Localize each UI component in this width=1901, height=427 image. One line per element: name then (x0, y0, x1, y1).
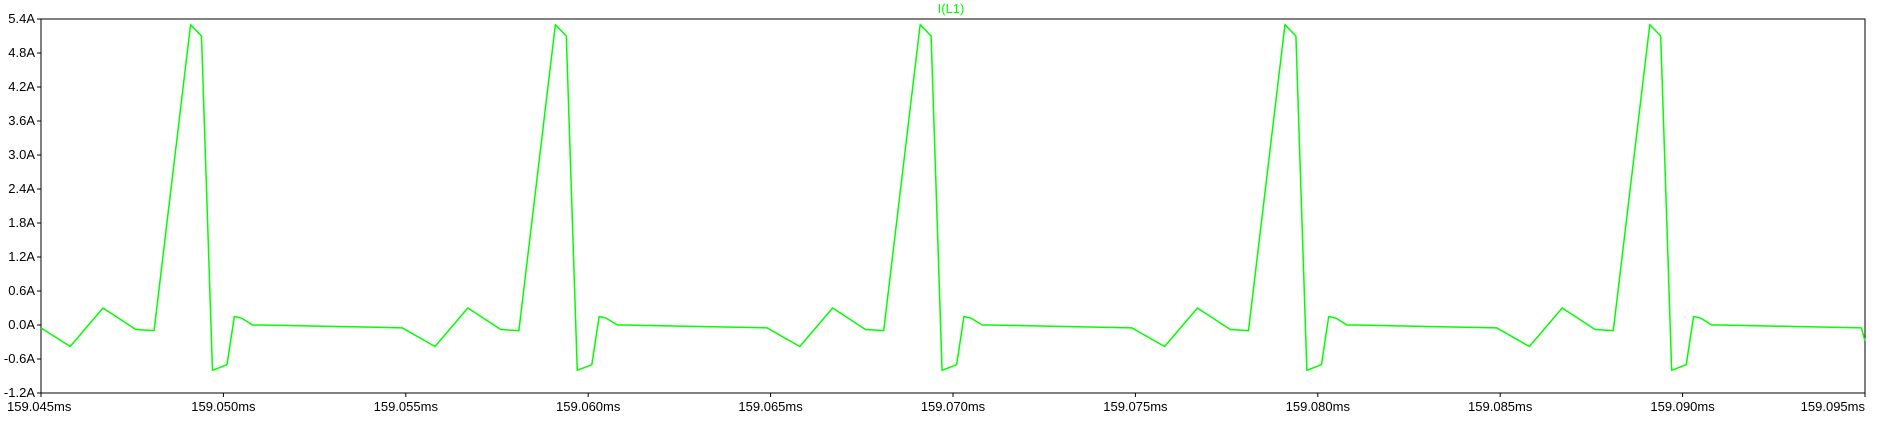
x-tick-label: 159.085ms (1468, 399, 1533, 414)
x-tick-label: 159.090ms (1650, 399, 1715, 414)
x-tick-label: 159.075ms (1103, 399, 1168, 414)
trace-title[interactable]: I(L1) (938, 1, 965, 16)
series-layer (40, 23, 1866, 372)
x-tick-label: 159.055ms (374, 399, 439, 414)
y-tick-label: 2.4A (8, 181, 35, 196)
x-tick-label: 159.045ms (7, 399, 72, 414)
y-tick-label: 4.8A (8, 45, 35, 60)
y-tick-label: 0.6A (8, 283, 35, 298)
y-tick-label: -1.2A (4, 385, 35, 400)
y-tick-label: 4.2A (8, 79, 35, 94)
x-tick-label: 159.095ms (1801, 399, 1866, 414)
x-tick-label: 159.065ms (738, 399, 803, 414)
x-tick-label: 159.080ms (1286, 399, 1351, 414)
y-tick-label: -0.6A (4, 351, 35, 366)
y-tick-label: 3.0A (8, 147, 35, 162)
y-tick-label: 0.0A (8, 317, 35, 332)
x-tick-label: 159.050ms (191, 399, 256, 414)
series-line-0 (40, 23, 1866, 372)
x-tick-label: 159.060ms (556, 399, 621, 414)
y-tick-label: 3.6A (8, 113, 35, 128)
y-tick-label: 1.8A (8, 215, 35, 230)
y-axis: 5.4A 4.8A 4.2A 3.6A 3.0A 2.4A 1.8A 1.2A 0.6A 0.0A… (4, 11, 41, 400)
y-tick-label: 5.4A (8, 11, 35, 26)
y-tick-label: 1.2A (8, 249, 35, 264)
x-axis: 159.045ms 159.050ms 159.055ms 159.060ms 159.… (7, 393, 1866, 414)
x-tick-label: 159.070ms (921, 399, 986, 414)
